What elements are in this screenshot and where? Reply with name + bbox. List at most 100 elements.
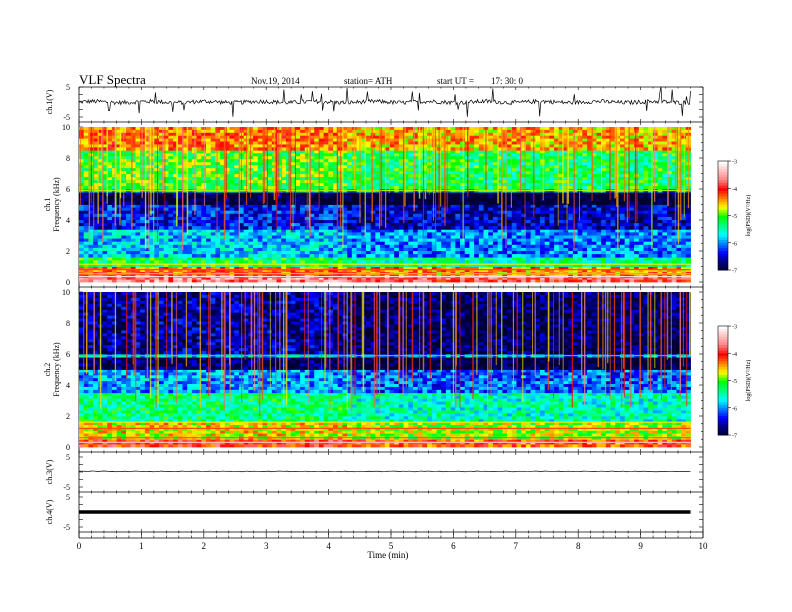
spectrogram-cell bbox=[507, 266, 513, 270]
spectrogram-cell bbox=[521, 241, 527, 246]
spectrogram-cell bbox=[135, 238, 141, 243]
spectrogram-cell bbox=[168, 260, 174, 264]
spectrogram-cell bbox=[619, 247, 626, 252]
spectrogram-cell bbox=[671, 229, 677, 233]
spectrogram-cell bbox=[535, 266, 541, 270]
spectrogram-cell bbox=[210, 279, 216, 283]
spectrogram-cell bbox=[502, 204, 508, 208]
spectrogram-cell bbox=[469, 266, 475, 270]
spectrogram-cell bbox=[455, 216, 461, 221]
spectrogram-cell bbox=[97, 260, 103, 264]
spectrogram-cell bbox=[455, 207, 461, 212]
spectrogram-cell bbox=[314, 213, 320, 218]
spectrogram-cell bbox=[558, 150, 564, 154]
spectrogram-cell bbox=[295, 207, 301, 212]
spectrogram-cell bbox=[525, 226, 531, 230]
spectrogram-cell bbox=[370, 210, 376, 215]
spectrogram-cell bbox=[93, 232, 99, 236]
spectrogram-cell bbox=[591, 277, 597, 281]
y-tick-label: 0 bbox=[66, 278, 70, 287]
spectrogram-cell bbox=[450, 204, 456, 208]
spectrogram-cell bbox=[638, 263, 644, 267]
spectrogram-cell bbox=[535, 226, 541, 230]
spectrogram-cell bbox=[572, 226, 579, 230]
spectrogram-cell bbox=[196, 220, 202, 224]
spectrogram-cell bbox=[615, 254, 621, 258]
spectrogram-cell bbox=[507, 216, 513, 221]
spectrogram-cell bbox=[544, 207, 550, 212]
spectrogram-cell bbox=[238, 216, 245, 221]
spectrogram-cell bbox=[375, 150, 381, 154]
spectrogram-cell bbox=[356, 277, 362, 281]
spectrogram-cell bbox=[648, 260, 654, 264]
spectrogram-cell bbox=[525, 244, 531, 249]
spectrogram-cell bbox=[333, 198, 339, 202]
date-label: Nov.19, 2014 bbox=[251, 76, 300, 86]
spectrogram-cell bbox=[144, 254, 150, 258]
spectrogram-cell bbox=[667, 260, 673, 264]
spectrogram-cell bbox=[163, 195, 169, 199]
spectrogram-cell bbox=[577, 195, 583, 199]
spectrogram-cell bbox=[394, 226, 400, 230]
spectrogram-cell bbox=[638, 207, 644, 212]
spectrogram-cell bbox=[365, 247, 372, 252]
spectrogram-cell bbox=[361, 216, 367, 221]
spectrogram-cell bbox=[253, 210, 259, 215]
spectrogram-cell bbox=[629, 244, 635, 249]
spectrogram-cell bbox=[469, 204, 475, 208]
spectrogram-cell bbox=[163, 260, 169, 264]
spectrogram-cell bbox=[337, 235, 343, 239]
spectrogram-cell bbox=[140, 251, 146, 255]
spectrogram-cell bbox=[681, 213, 687, 218]
spectrogram-cell bbox=[206, 269, 212, 273]
spectrogram-cell bbox=[224, 150, 230, 154]
spectrogram-cell bbox=[276, 198, 282, 202]
spectrogram-cell bbox=[111, 198, 118, 202]
spectrogram-cell bbox=[544, 277, 550, 281]
spectrogram-cell bbox=[469, 201, 475, 205]
spectrogram-cell bbox=[168, 216, 174, 221]
spectrogram-cell bbox=[206, 244, 212, 249]
spectrogram-cell bbox=[610, 229, 616, 233]
spectrogram-cell bbox=[370, 277, 376, 281]
spectrogram-cell bbox=[577, 279, 583, 283]
spectrogram-cell bbox=[300, 201, 306, 205]
spectrogram-cell bbox=[187, 263, 193, 267]
spectrogram-cell bbox=[173, 277, 179, 281]
spectrogram-cell bbox=[403, 244, 409, 249]
spectrogram-cell bbox=[648, 279, 654, 283]
spectrogram-cell bbox=[267, 277, 273, 281]
spectrogram-cell bbox=[539, 241, 546, 246]
spectrogram-cell bbox=[643, 210, 649, 215]
spectrogram-cell bbox=[295, 254, 301, 258]
spectrogram-cell bbox=[351, 260, 357, 264]
spectrogram-cell bbox=[507, 254, 513, 258]
spectrogram-cell bbox=[229, 150, 235, 154]
spectrogram-cell bbox=[201, 201, 207, 205]
spectrogram-cell bbox=[196, 279, 202, 283]
spectrogram-cell bbox=[455, 229, 461, 233]
spectrogram-cell bbox=[238, 226, 245, 230]
spectrogram-cell bbox=[474, 247, 480, 252]
spectrogram-cell bbox=[638, 229, 644, 233]
spectrogram-cell bbox=[638, 195, 644, 199]
spectrogram-cell bbox=[210, 238, 216, 243]
spectrogram-cell bbox=[539, 238, 546, 243]
spectrogram-cell bbox=[375, 263, 381, 267]
spectrogram-cell bbox=[107, 195, 113, 199]
spectrogram-cell bbox=[422, 207, 428, 212]
spectrogram-cell bbox=[375, 269, 381, 273]
spectrogram-cell bbox=[549, 204, 555, 208]
spectrogram-cell bbox=[253, 229, 259, 233]
spectrogram-cell bbox=[502, 254, 508, 258]
spectrogram-cell bbox=[652, 153, 658, 157]
spectrogram-cell bbox=[116, 232, 122, 236]
spectrogram-cell bbox=[634, 260, 640, 264]
spectrogram-cell bbox=[257, 204, 263, 208]
spectrogram-cell bbox=[539, 257, 546, 261]
spectrogram-cell bbox=[295, 247, 301, 252]
spectrogram-cell bbox=[285, 257, 292, 261]
spectrogram-cell bbox=[394, 244, 400, 249]
spectrogram-cell bbox=[549, 277, 555, 281]
spectrogram-cell bbox=[314, 192, 320, 196]
